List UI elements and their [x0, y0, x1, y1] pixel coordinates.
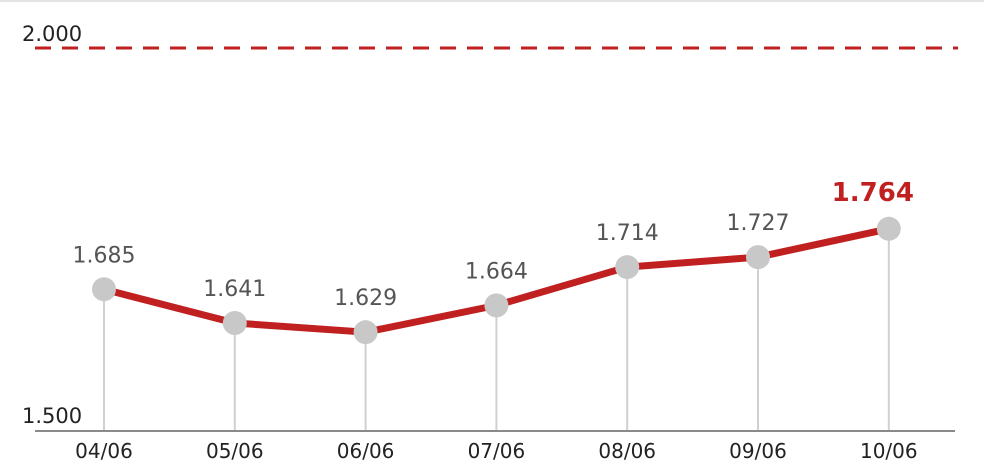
- data-label: 1.685: [73, 243, 136, 268]
- data-points: [92, 216, 901, 345]
- data-label: 1.664: [465, 259, 528, 284]
- data-label: 1.641: [203, 277, 266, 302]
- data-point: [876, 216, 901, 241]
- data-point: [484, 293, 509, 318]
- data-point: [353, 320, 378, 345]
- data-label: 1.714: [596, 221, 659, 246]
- data-point: [615, 255, 640, 280]
- reference-line-label: 2.000: [22, 22, 82, 46]
- x-tick-label: 06/06: [337, 439, 395, 463]
- x-tick-label: 05/06: [206, 439, 264, 463]
- data-point: [92, 277, 116, 302]
- x-tick-label: 04/06: [75, 439, 133, 463]
- x-tick-label: 07/06: [468, 439, 526, 463]
- y-axis-min-label: 1.500: [22, 404, 82, 428]
- x-tick-label: 10/06: [860, 439, 918, 463]
- data-label: 1.629: [334, 286, 397, 311]
- data-point: [222, 310, 247, 335]
- data-labels: 1.685 1.641 1.629 1.664 1.714 1.727 1.764: [73, 178, 914, 311]
- x-tick-labels: 04/06 05/06 06/06 07/06 08/06 09/06 10/06: [75, 439, 917, 463]
- x-tick-label: 08/06: [598, 439, 656, 463]
- data-point: [746, 245, 770, 270]
- x-tick-label: 09/06: [729, 439, 787, 463]
- data-label: 1.727: [727, 211, 790, 236]
- data-label-highlight: 1.764: [832, 178, 914, 208]
- drop-lines: [103, 228, 890, 431]
